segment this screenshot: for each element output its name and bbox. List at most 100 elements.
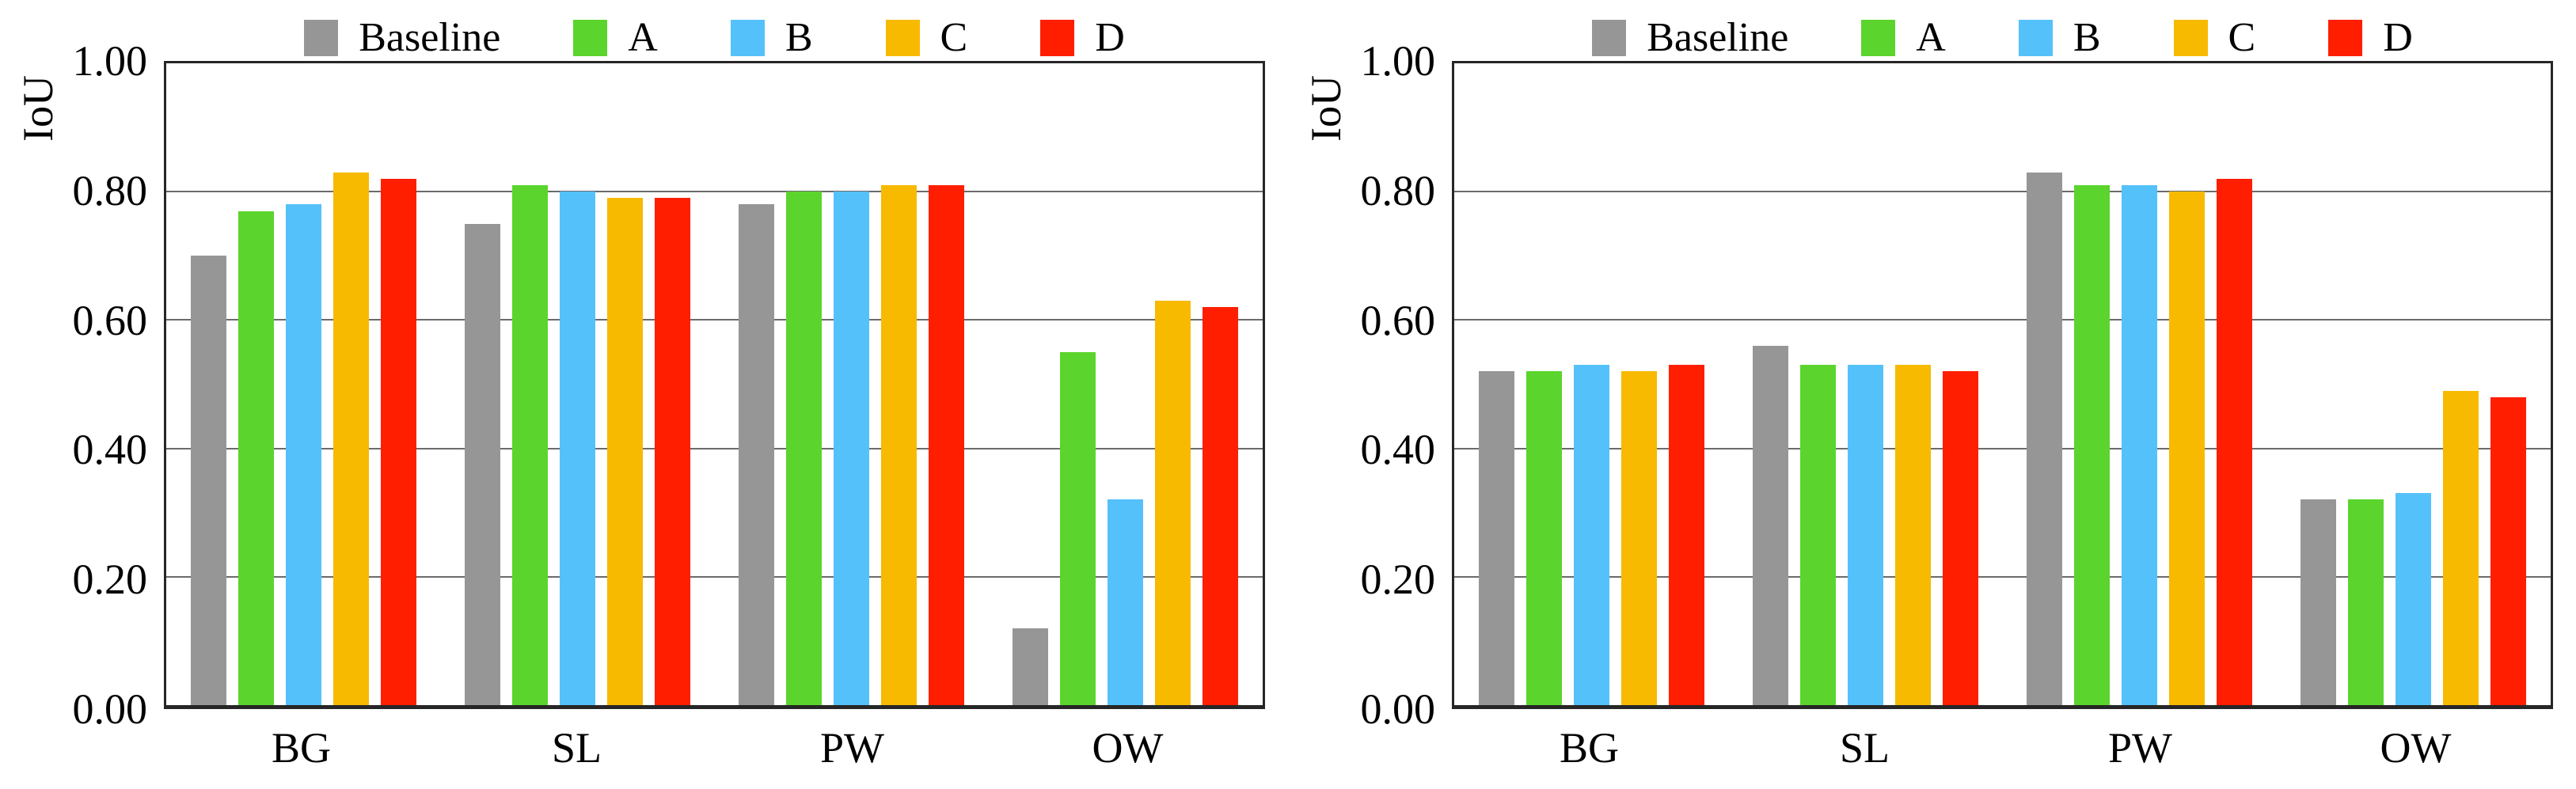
gridline: [166, 575, 1263, 578]
bar-ow-a: [1060, 351, 1096, 705]
bar-pw-baseline: [2027, 172, 2062, 705]
legend-label: Baseline: [359, 15, 501, 60]
bar-group-pw: [738, 63, 965, 705]
legend-label: B: [2073, 15, 2101, 60]
legend-label: A: [628, 15, 658, 60]
bar-group-ow: [2300, 63, 2527, 705]
x-axis-category-labels: BG SL PW OW: [164, 725, 1265, 771]
y-tick-label: 0.00: [1360, 685, 1436, 733]
bar-sl-c: [607, 198, 643, 705]
bar-bg-b: [286, 204, 321, 705]
y-axis-tick-labels: 1.00 0.80 0.60 0.40 0.20 0.00: [0, 40, 148, 730]
bar-ow-b: [2396, 493, 2431, 705]
bar-bg-c: [333, 172, 369, 705]
bar-sl-c: [1895, 365, 1931, 705]
bar-group-bg: [190, 63, 417, 705]
x-category-label-bg: BG: [271, 724, 331, 772]
legend-swatch-icon: [304, 20, 339, 56]
gridline: [1454, 575, 2551, 578]
bar-group-ow: [1012, 63, 1239, 705]
bar-bg-c: [1621, 371, 1657, 705]
legend-swatch-icon: [2018, 20, 2053, 56]
legend: Baseline A B C D: [164, 17, 1265, 59]
bar-group-sl: [464, 63, 691, 705]
gridline: [1454, 319, 2551, 321]
legend-swatch-icon: [573, 20, 608, 56]
y-tick-label: 0.80: [72, 166, 148, 214]
x-category-label-sl: SL: [551, 724, 602, 772]
x-category-label-sl: SL: [1839, 724, 1890, 772]
x-axis-category-labels: BG SL PW OW: [1452, 725, 2553, 771]
y-tick-label: 0.00: [72, 685, 148, 733]
legend-swatch-icon: [1040, 20, 1075, 56]
legend-label: C: [2228, 15, 2256, 60]
legend-item-c: C: [2173, 15, 2256, 60]
legend-swatch-icon: [730, 20, 765, 56]
gridline: [166, 319, 1263, 321]
bar-sl-d: [1943, 371, 1978, 705]
right-chart-panel: Baseline A B C D IoU 1.00 0.80 0.60 0.40 0.20 0.0…: [1288, 0, 2576, 789]
legend-swatch-icon: [2173, 20, 2208, 56]
bar-sl-d: [655, 198, 690, 705]
legend-item-b: B: [2018, 15, 2101, 60]
bar-sl-baseline: [1753, 345, 1788, 705]
y-tick-label: 0.40: [1360, 426, 1436, 474]
gridline: [1454, 191, 2551, 193]
gridline: [166, 191, 1263, 193]
y-axis-tick-labels: 1.00 0.80 0.60 0.40 0.20 0.00: [1288, 40, 1436, 730]
plot-area: [164, 61, 1265, 709]
bar-bg-baseline: [1479, 371, 1514, 705]
bar-group-pw: [2026, 63, 2253, 705]
bar-bg-a: [238, 211, 274, 705]
bar-ow-a: [2348, 499, 2384, 705]
bar-series-area: [166, 63, 1263, 705]
legend-item-a: A: [573, 17, 658, 59]
bar-bg-baseline: [191, 256, 226, 705]
bar-ow-baseline: [2301, 499, 2336, 705]
y-tick-label: 0.60: [72, 296, 148, 344]
legend-item-baseline: Baseline: [1592, 17, 1788, 59]
bar-pw-b: [834, 192, 869, 705]
y-tick-label: 0.60: [1360, 296, 1436, 344]
legend-label: Baseline: [1647, 15, 1789, 60]
bar-sl-b: [1848, 365, 1883, 705]
bar-bg-d: [381, 178, 416, 705]
bar-bg-b: [1574, 365, 1609, 705]
bar-ow-d: [2491, 396, 2526, 705]
legend-swatch-icon: [885, 20, 920, 56]
legend-swatch-icon: [2328, 20, 2363, 56]
bar-pw-a: [2074, 185, 2110, 705]
legend-label: A: [1916, 15, 1946, 60]
bar-sl-b: [560, 192, 595, 705]
legend-item-b: B: [730, 15, 813, 60]
bar-ow-c: [2443, 390, 2479, 705]
y-tick-label: 1.00: [72, 37, 148, 85]
bar-series-area: [1454, 63, 2551, 705]
bar-bg-a: [1526, 371, 1562, 705]
gridline: [1454, 447, 2551, 450]
gridline: [166, 447, 1263, 450]
left-chart-panel: Baseline A B C D IoU 1.00 0.80 0.60 0.40 0.20 0.0…: [0, 17, 1265, 771]
x-category-label-bg: BG: [1559, 724, 1619, 772]
bar-group-bg: [1478, 63, 1705, 705]
x-category-label-ow: OW: [2380, 724, 2452, 772]
x-category-label-pw: PW: [820, 724, 884, 772]
bar-sl-baseline: [465, 223, 500, 705]
y-tick-label: 0.20: [1360, 556, 1436, 604]
y-tick-label: 1.00: [1360, 37, 1436, 85]
bar-pw-baseline: [739, 204, 774, 705]
y-tick-label: 0.80: [1360, 166, 1436, 214]
bar-pw-b: [2122, 185, 2157, 705]
bar-sl-a: [512, 185, 548, 705]
legend-label: B: [785, 15, 813, 60]
bar-group-sl: [1752, 63, 1979, 705]
legend-item-a: A: [1861, 17, 1946, 59]
legend: Baseline A B C D: [1452, 17, 2553, 59]
bar-pw-d: [929, 185, 964, 705]
x-category-label-ow: OW: [1092, 724, 1164, 772]
bar-pw-c: [2169, 192, 2205, 705]
y-tick-label: 0.20: [72, 556, 148, 604]
bar-bg-d: [1669, 365, 1704, 705]
bar-sl-a: [1800, 365, 1836, 705]
